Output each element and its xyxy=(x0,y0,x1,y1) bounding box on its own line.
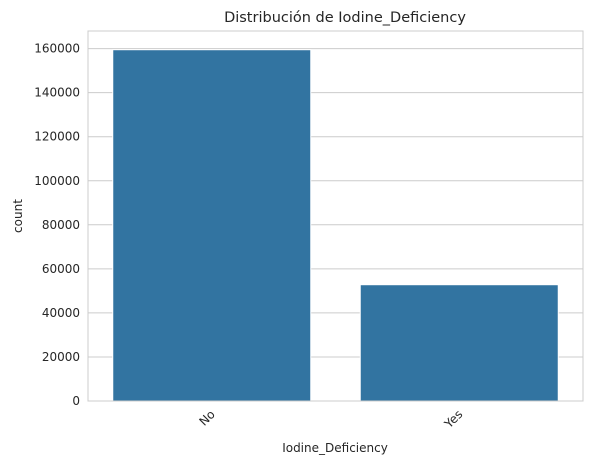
y-tick-labels: 0 20000 40000 60000 80000 100000 120000 140000 1… xyxy=(34,42,80,408)
bar-no xyxy=(112,49,312,402)
x-tick-labels: No Yes xyxy=(196,407,465,431)
y-tick-label: 20000 xyxy=(42,350,80,364)
y-tick-label: 40000 xyxy=(42,306,80,320)
x-axis-label: Iodine_Deficiency xyxy=(282,441,388,455)
bars xyxy=(112,49,559,402)
chart-title: Distribución de Iodine_Deficiency xyxy=(224,10,466,26)
y-axis-label: count xyxy=(11,199,25,233)
bar-yes xyxy=(359,284,559,402)
x-tick-label-yes: Yes xyxy=(441,407,465,431)
y-tick-label: 140000 xyxy=(34,86,80,100)
plot-frame xyxy=(87,30,584,402)
y-tick-label: 160000 xyxy=(34,42,80,56)
y-tick-label: 80000 xyxy=(42,218,80,232)
y-tick-label: 0 xyxy=(72,394,80,408)
y-tick-label: 60000 xyxy=(42,262,80,276)
x-tick-label-no: No xyxy=(196,407,217,428)
y-tick-label: 120000 xyxy=(34,130,80,144)
y-tick-label: 100000 xyxy=(34,174,80,188)
